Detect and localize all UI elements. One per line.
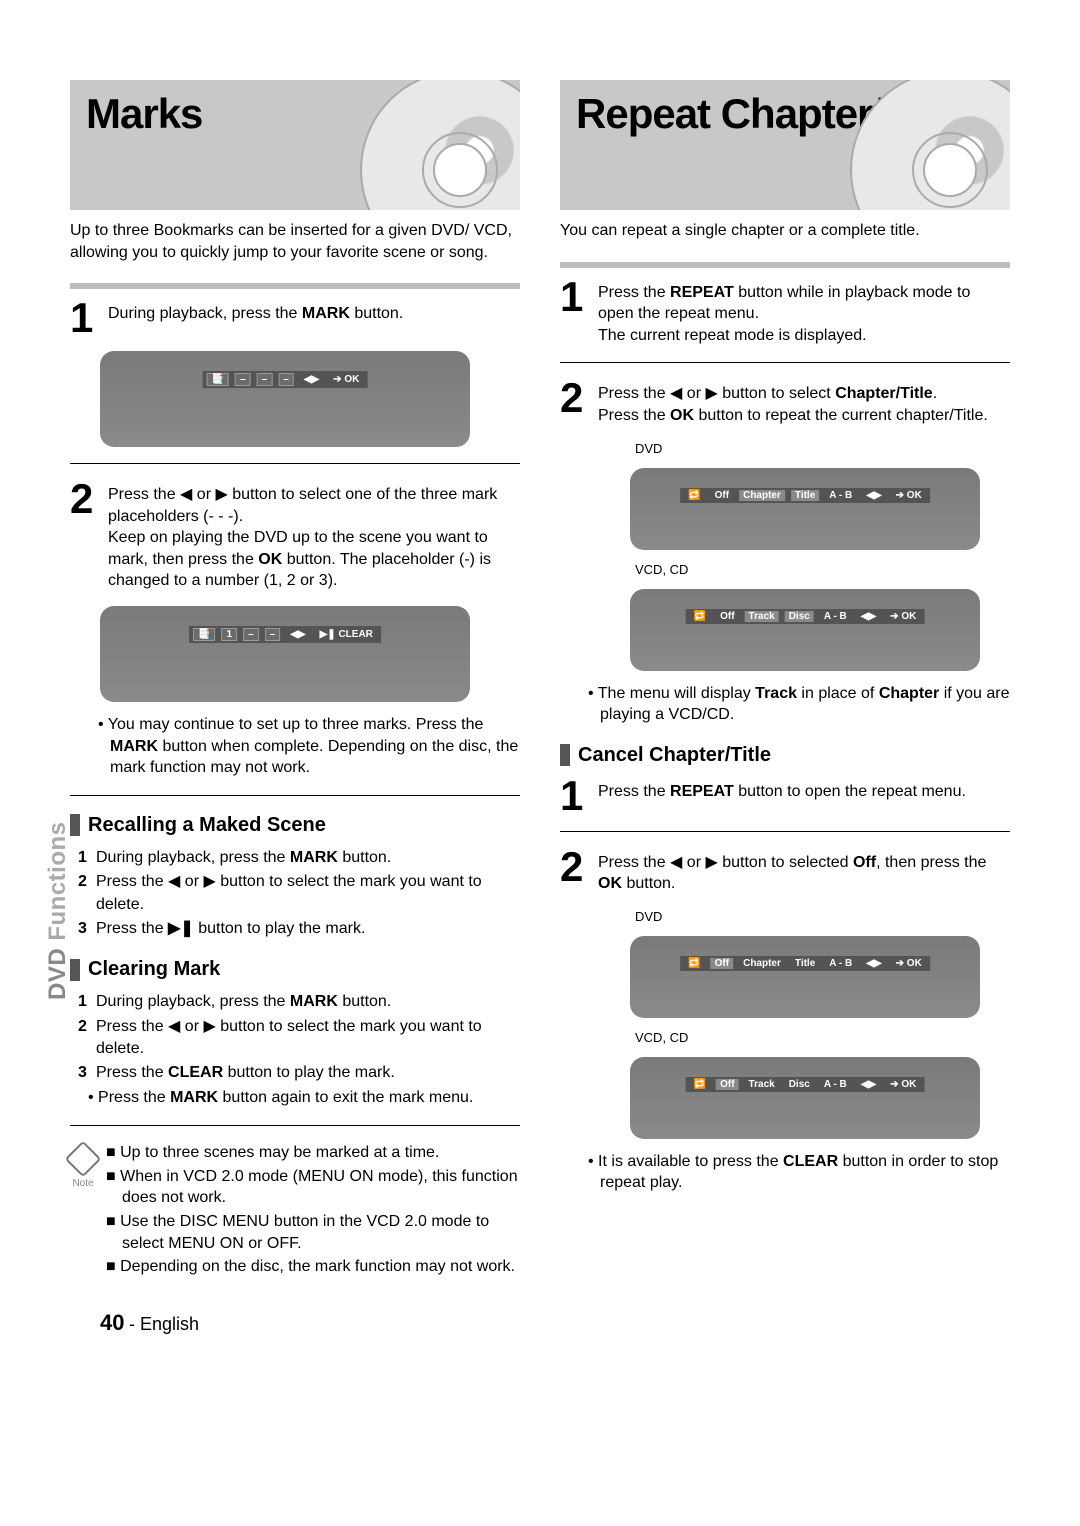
divider (560, 362, 1010, 363)
step-body: Press the REPEAT button to open the repe… (598, 777, 966, 815)
marks-intro: Up to three Bookmarks can be inserted fo… (70, 220, 520, 263)
divider (70, 795, 520, 796)
divider (560, 262, 1010, 268)
step-number: 1 (560, 278, 590, 347)
page-number: 40 (100, 1310, 124, 1335)
page-footer: 40 - English (70, 1310, 1010, 1336)
right-column: Repeat Chapter/Title You can repeat a si… (560, 80, 1010, 1280)
mark-icon: 📑 (193, 628, 215, 641)
recall-list: 1During playback, press the MARK button.… (78, 847, 520, 941)
cancel-note-bullet: It is available to press the CLEAR butto… (560, 1151, 1010, 1194)
subhead-recall: Recalling a Maked Scene (70, 814, 520, 837)
divider (70, 1125, 520, 1126)
note-icon (65, 1141, 102, 1178)
marks-step-2: 2 Press the ◀ or ▶ button to select one … (70, 480, 520, 592)
dvd-label: DVD (635, 909, 1010, 924)
divider (70, 283, 520, 289)
osd-bar: 🔁 Off Chapter Title A - B ◀▶ ➔ OK (680, 956, 930, 971)
marks-banner: Marks (70, 80, 520, 210)
sidetab-rest: Functions (44, 822, 71, 948)
subhead-cancel: Cancel Chapter/Title (560, 744, 1010, 767)
step-body: Press the ◀ or ▶ button to select Chapte… (598, 379, 988, 426)
step-body: Press the ◀ or ▶ button to select one of… (108, 480, 520, 592)
osd-repeat-dvd: 🔁 Off Chapter Title A - B ◀▶ ➔ OK (630, 468, 980, 550)
repeat-step-1: 1 Press the REPEAT button while in playb… (560, 278, 1010, 347)
osd-bar: 📑 – – – ◀▶ ➔ OK (203, 371, 368, 388)
osd-cancel-dvd: 🔁 Off Chapter Title A - B ◀▶ ➔ OK (630, 936, 980, 1018)
note-box: Note Up to three scenes may be marked at… (70, 1142, 520, 1280)
section-tab: DVD Functions (44, 822, 72, 1001)
osd-bar: 🔁 Off Track Disc A - B ◀▶ ➔ OK (686, 1077, 925, 1092)
osd-bar: 🔁 Off Track Disc A - B ◀▶ ➔ OK (686, 609, 925, 624)
page: DVD Functions Marks Up to three Bookmark… (30, 80, 1010, 1336)
osd-repeat-vcd: 🔁 Off Track Disc A - B ◀▶ ➔ OK (630, 589, 980, 671)
step-number: 2 (560, 848, 590, 895)
subhead-clear: Clearing Mark (70, 958, 520, 981)
step-number: 1 (560, 777, 590, 815)
repeat-note-bullet: The menu will display Track in place of … (560, 683, 1010, 726)
osd-mark-empty: 📑 – – – ◀▶ ➔ OK (100, 351, 470, 447)
osd-cancel-vcd: 🔁 Off Track Disc A - B ◀▶ ➔ OK (630, 1057, 980, 1139)
step-body: Press the ◀ or ▶ button to selected Off,… (598, 848, 1010, 895)
repeat-intro: You can repeat a single chapter or a com… (560, 220, 1010, 242)
osd-bar: 📑 1 – – ◀▶ ▶❚ CLEAR (189, 626, 381, 643)
note-list: Up to three scenes may be marked at a ti… (106, 1142, 520, 1280)
divider (70, 463, 520, 464)
repeat-icon: 🔁 (684, 490, 704, 501)
divider (560, 831, 1010, 832)
osd-bar: 🔁 Off Chapter Title A - B ◀▶ ➔ OK (680, 488, 930, 503)
repeat-step-2: 2 Press the ◀ or ▶ button to select Chap… (560, 379, 1010, 426)
step-number: 2 (70, 480, 100, 592)
step-number: 2 (560, 379, 590, 426)
cancel-step-1: 1 Press the REPEAT button to open the re… (560, 777, 1010, 815)
clear-list: 1During playback, press the MARK button.… (78, 991, 520, 1109)
repeat-icon: 🔁 (684, 958, 704, 969)
step-body: During playback, press the MARK button. (108, 299, 403, 337)
step-body: Press the REPEAT button while in playbac… (598, 278, 1010, 347)
left-column: Marks Up to three Bookmarks can be inser… (70, 80, 520, 1280)
vcd-label: VCD, CD (635, 562, 1010, 577)
marks-step-1: 1 During playback, press the MARK button… (70, 299, 520, 337)
repeat-icon: 🔁 (690, 611, 710, 622)
note-tag: Note (70, 1142, 96, 1280)
subhead-marker (560, 744, 570, 766)
osd-mark-set: 📑 1 – – ◀▶ ▶❚ CLEAR (100, 606, 470, 702)
mark-icon: 📑 (207, 373, 229, 386)
dvd-label: DVD (635, 441, 1010, 456)
cancel-step-2: 2 Press the ◀ or ▶ button to selected Of… (560, 848, 1010, 895)
marks-note-bullet: You may continue to set up to three mark… (70, 714, 520, 779)
vcd-label: VCD, CD (635, 1030, 1010, 1045)
repeat-icon: 🔁 (690, 1079, 710, 1090)
sidetab-prefix: DVD (44, 948, 71, 1000)
repeat-banner: Repeat Chapter/Title (560, 80, 1010, 210)
step-number: 1 (70, 299, 100, 337)
page-language: English (140, 1314, 199, 1334)
